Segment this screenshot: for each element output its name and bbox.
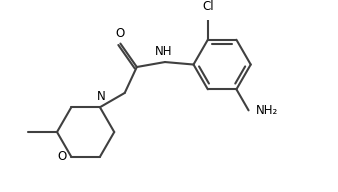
Text: O: O bbox=[57, 150, 67, 163]
Text: O: O bbox=[116, 27, 125, 40]
Text: NH: NH bbox=[155, 45, 173, 58]
Text: NH₂: NH₂ bbox=[256, 104, 278, 117]
Text: Cl: Cl bbox=[202, 0, 214, 13]
Text: N: N bbox=[97, 90, 106, 103]
